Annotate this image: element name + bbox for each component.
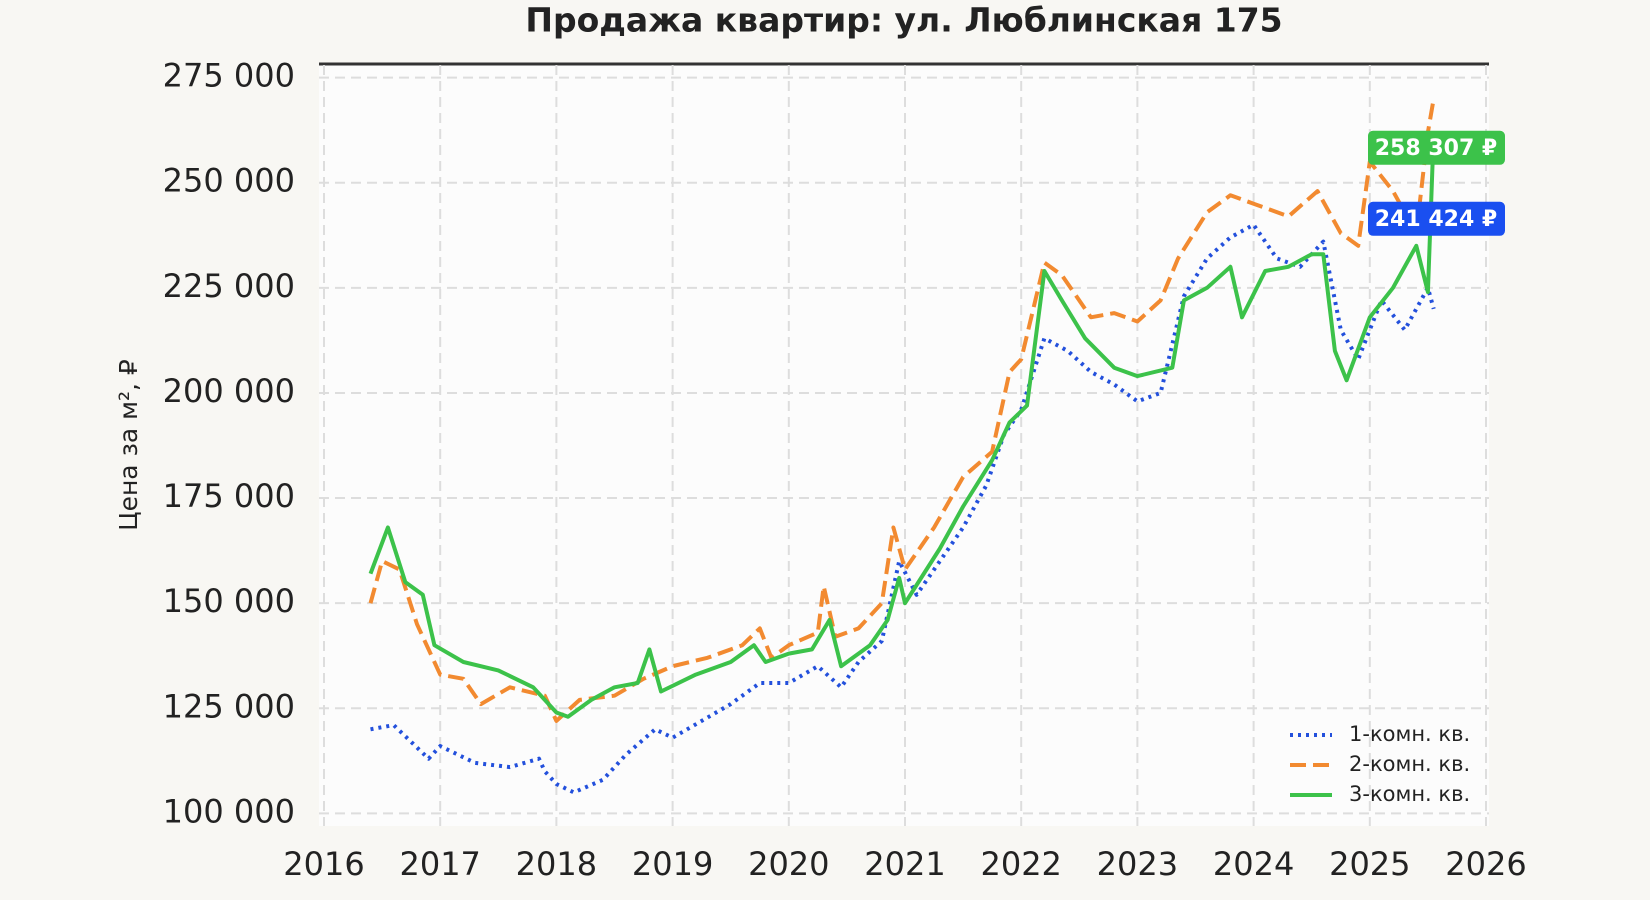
legend-label: 1-комн. кв. xyxy=(1349,722,1470,746)
y-tick-label: 100 000 xyxy=(163,792,295,830)
x-tick-label: 2020 xyxy=(748,845,829,883)
series-line xyxy=(368,132,1436,719)
x-tick-label: 2022 xyxy=(980,845,1061,883)
y-tick-label: 275 000 xyxy=(163,57,295,95)
annotation-box xyxy=(1368,130,1505,165)
x-tick-label: 2025 xyxy=(1329,845,1410,883)
legend-label: 3-комн. кв. xyxy=(1349,782,1470,806)
y-tick-label: 200 000 xyxy=(163,372,295,410)
annotation-label: 258 307 ₽ xyxy=(1375,136,1497,161)
x-tick-label: 2017 xyxy=(399,845,480,883)
plot-area xyxy=(319,65,1489,826)
annotation-box xyxy=(1368,201,1505,236)
x-tick-label: 2021 xyxy=(864,845,945,883)
annotation-label: 241 424 ₽ xyxy=(1375,207,1497,232)
x-tick-label: 2016 xyxy=(283,845,364,883)
y-axis-label: Цена за м², ₽ xyxy=(114,359,143,531)
y-tick-label: 225 000 xyxy=(163,267,295,305)
x-tick-label: 2018 xyxy=(516,845,597,883)
chart-title: Продажа квартир: ул. Люблинская 175 xyxy=(525,1,1282,40)
x-tick-label: 2023 xyxy=(1097,845,1178,883)
y-tick-label: 175 000 xyxy=(163,477,295,515)
x-tick-label: 2024 xyxy=(1213,845,1294,883)
legend-label: 2-комн. кв. xyxy=(1349,752,1470,776)
y-tick-label: 250 000 xyxy=(163,162,295,200)
y-tick-label: 125 000 xyxy=(163,687,295,725)
x-tick-label: 2019 xyxy=(632,845,713,883)
x-tick-label: 2026 xyxy=(1445,845,1526,883)
y-tick-label: 150 000 xyxy=(163,582,295,620)
